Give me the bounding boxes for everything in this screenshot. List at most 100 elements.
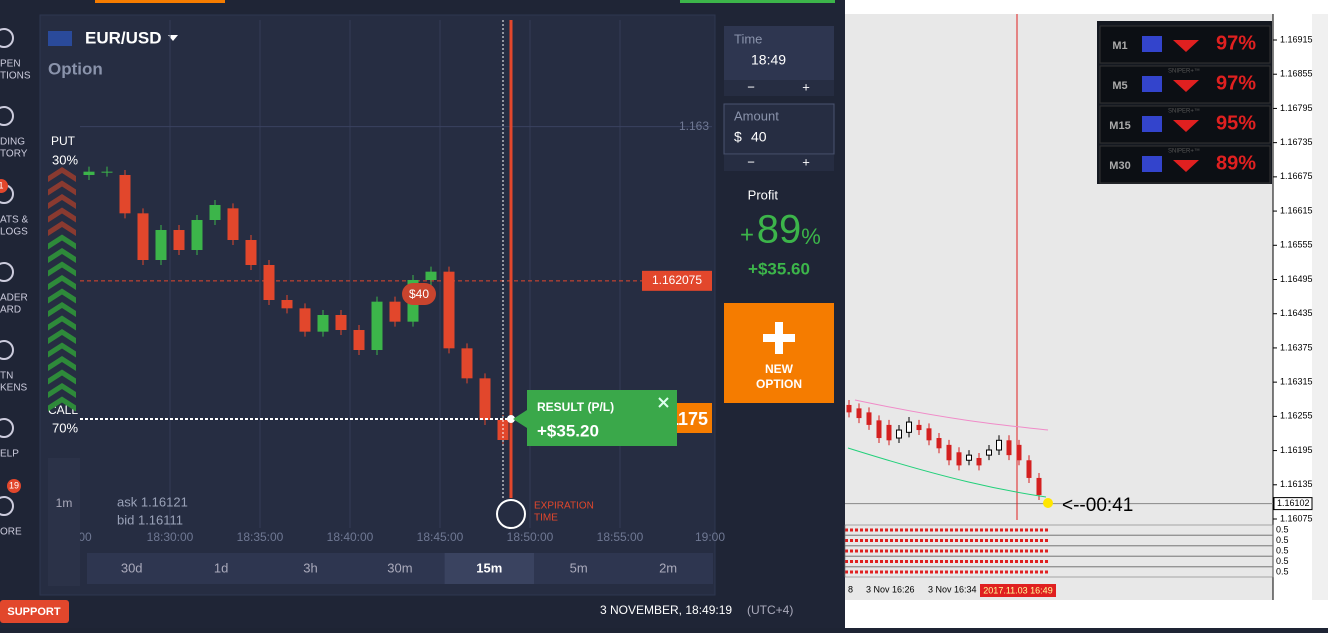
down-arrow bbox=[1173, 80, 1199, 92]
candle bbox=[976, 457, 982, 466]
timeframe[interactable]: 5m bbox=[570, 560, 588, 575]
timeframe[interactable]: 30d bbox=[121, 560, 143, 575]
candle bbox=[956, 452, 962, 466]
nav-label: KENS bbox=[0, 383, 28, 394]
candle bbox=[299, 308, 311, 332]
down-arrow bbox=[1173, 160, 1199, 172]
candle bbox=[1006, 440, 1012, 456]
grid-icon bbox=[1142, 36, 1162, 52]
candle bbox=[425, 271, 437, 280]
x-tick-label: 18:45:00 bbox=[417, 530, 464, 544]
level-box bbox=[844, 556, 1274, 567]
timeframes: 30d 1d 3h 30m 15m 5m 2m bbox=[121, 553, 677, 584]
timeframe[interactable]: 15m bbox=[476, 560, 502, 575]
y-tick-label: 1.16555 bbox=[1280, 240, 1313, 250]
meter-chevron bbox=[48, 383, 76, 398]
amount-plus[interactable]: + bbox=[802, 154, 810, 169]
nav-icon[interactable] bbox=[0, 496, 14, 516]
result-label: RESULT (P/L) bbox=[537, 400, 614, 414]
profit-amount: +$35.60 bbox=[748, 259, 810, 278]
level-label: 0.5 bbox=[1276, 556, 1289, 566]
x-tick-label: 18:40:00 bbox=[327, 530, 374, 544]
meter-chevron bbox=[48, 167, 76, 182]
entry-point bbox=[507, 415, 515, 423]
nav-icon[interactable] bbox=[0, 262, 14, 282]
current-price-tag bbox=[642, 270, 712, 291]
x-label: 3 Nov 16:26 bbox=[866, 584, 915, 594]
signal-brand: SNIPER+™ bbox=[1168, 148, 1200, 155]
ask: ask 1.16121 bbox=[117, 494, 188, 509]
time-value[interactable]: 18:49 bbox=[751, 52, 786, 68]
nav-label: ORE bbox=[0, 527, 22, 538]
band-upper bbox=[854, 399, 1049, 431]
badge-count: 19 bbox=[9, 480, 19, 490]
time-plus[interactable]: + bbox=[802, 79, 810, 94]
nav-icon[interactable] bbox=[0, 418, 14, 438]
stake: $40 bbox=[409, 287, 429, 301]
candle bbox=[1016, 444, 1022, 461]
footer-tz: (UTC+4) bbox=[747, 603, 793, 617]
signal-brand: SNIPER+™ bbox=[1168, 108, 1200, 115]
amount-value[interactable]: 40 bbox=[751, 129, 767, 145]
timeframe[interactable]: 2m bbox=[659, 560, 677, 575]
signal-pct: 95% bbox=[1216, 112, 1256, 134]
badge-count: 1 bbox=[0, 180, 4, 190]
candle bbox=[926, 428, 932, 441]
candle bbox=[906, 421, 912, 433]
meter-chevron bbox=[48, 315, 76, 331]
time-minus[interactable]: − bbox=[747, 79, 755, 94]
candle bbox=[389, 301, 401, 322]
nav-icon[interactable] bbox=[0, 28, 14, 48]
amount-minus[interactable]: − bbox=[747, 154, 755, 169]
timeframe[interactable]: 1d bbox=[214, 560, 228, 575]
profit-label: Profit bbox=[748, 187, 779, 202]
side-panel: Time 18:49 − + Amount $ 40 − + Profit + … bbox=[723, 26, 835, 403]
badge bbox=[0, 179, 8, 193]
nav-icon[interactable] bbox=[0, 340, 14, 360]
candle bbox=[1026, 460, 1032, 478]
tab-accent bbox=[680, 0, 835, 3]
signal-tf: M15 bbox=[1109, 120, 1130, 132]
asset[interactable]: EUR/USD bbox=[85, 28, 162, 47]
candle bbox=[227, 208, 239, 240]
candle bbox=[335, 315, 347, 330]
bid: bid 1.16111 bbox=[117, 512, 183, 527]
y-tick-label: 1.16255 bbox=[1280, 411, 1313, 421]
x-tick-label: 18:55:00 bbox=[597, 530, 644, 544]
signal-pct: 97% bbox=[1216, 72, 1256, 94]
meter-chevron bbox=[48, 329, 76, 344]
level-label: 0.5 bbox=[1276, 566, 1289, 576]
timeframe[interactable]: 3h bbox=[303, 560, 317, 575]
support-button[interactable] bbox=[0, 600, 69, 623]
candle bbox=[886, 424, 892, 441]
candle bbox=[443, 271, 455, 349]
down-arrow bbox=[1173, 40, 1199, 52]
timeframe[interactable]: 30m bbox=[387, 560, 412, 575]
result-value: +$35.20 bbox=[537, 421, 599, 440]
plus-icon bbox=[763, 322, 795, 354]
candle bbox=[281, 300, 293, 309]
amount-steppers bbox=[724, 155, 834, 171]
candle bbox=[371, 301, 383, 350]
y-tick-label: 1.16195 bbox=[1280, 445, 1313, 455]
candle bbox=[263, 265, 275, 300]
level-box bbox=[844, 524, 1274, 536]
amount-currency: $ bbox=[734, 129, 742, 145]
level-box bbox=[844, 535, 1274, 546]
profit-unit: % bbox=[801, 224, 821, 249]
expiration-label: TIME bbox=[534, 513, 558, 524]
nav-label: ADER bbox=[0, 293, 28, 304]
candle bbox=[856, 408, 862, 419]
support-label: SUPPORT bbox=[7, 606, 60, 618]
y-tick-label: 1.16375 bbox=[1280, 342, 1313, 352]
current-price: 1.16102 bbox=[1277, 498, 1310, 508]
candle bbox=[966, 454, 972, 461]
meter-chevron bbox=[48, 356, 76, 371]
close-icon[interactable] bbox=[658, 397, 669, 408]
nav-icon[interactable] bbox=[0, 106, 14, 126]
candle bbox=[209, 205, 221, 220]
candle bbox=[876, 420, 882, 439]
level-label: 0.5 bbox=[1276, 535, 1289, 545]
candle-period[interactable]: 1m bbox=[56, 496, 73, 510]
